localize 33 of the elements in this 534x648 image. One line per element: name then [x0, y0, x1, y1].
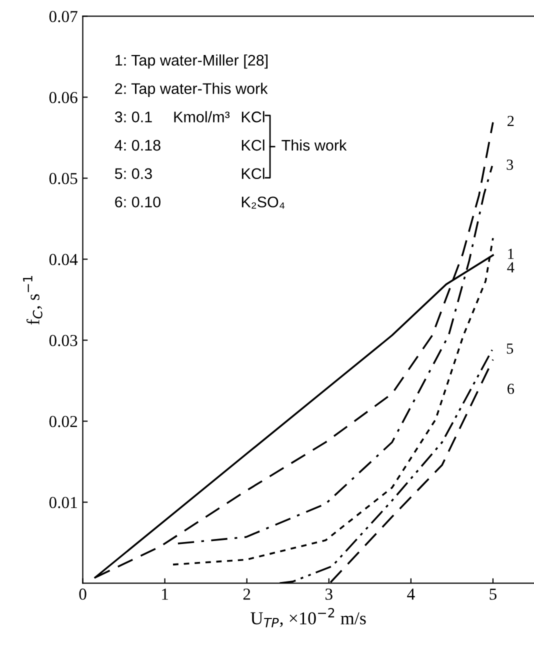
series-label: 5: [506, 344, 514, 354]
y-tick-label: 0.04: [49, 254, 78, 266]
annotation: 5: 0.3: [114, 168, 152, 180]
annotation: KCl: [242, 139, 264, 151]
y-axis-title: f$_{C}$, s$^{−1}$: [23, 276, 42, 325]
annotation: 2: Tap water-This work: [115, 82, 268, 98]
x-tick-label: 5: [490, 588, 496, 600]
y-tick-label: 0.02: [49, 416, 77, 428]
series-label: 1: [508, 248, 514, 259]
x-tick-label: 2: [243, 588, 250, 600]
series-label: 3: [506, 160, 514, 170]
y-tick-label: 0.06: [49, 92, 78, 104]
annotation: Kmol/m³: [174, 111, 230, 122]
x-axis-title: U$_{TP}$, ×10$^{−2}$ m/s: [250, 608, 366, 628]
annotation: KCl: [242, 111, 264, 122]
series-label: 6: [508, 384, 514, 394]
x-tick-label: 3: [326, 588, 332, 600]
annotation: 3: 0.1: [114, 112, 152, 122]
y-tick-label: 0.03: [49, 334, 78, 346]
annotation: 1: Tap water-Miller [28]: [116, 54, 268, 69]
y-tick-label: 0.07: [49, 10, 78, 22]
x-tick-label: 4: [407, 588, 415, 600]
annotation: 4: 0.18: [114, 140, 160, 151]
annotation: KCl: [242, 168, 264, 180]
x-tick-label: 0: [79, 588, 86, 600]
series-label: 4: [507, 262, 514, 272]
y-tick-label: 0.05: [49, 172, 78, 184]
annotation: K₂SO₄: [242, 196, 285, 209]
series-label: 2: [508, 116, 514, 126]
annotation: This work: [282, 139, 347, 151]
x-tick-label: 1: [162, 588, 168, 600]
y-tick-label: 0.01: [49, 496, 77, 508]
annotation: 6: 0.10: [115, 196, 160, 208]
